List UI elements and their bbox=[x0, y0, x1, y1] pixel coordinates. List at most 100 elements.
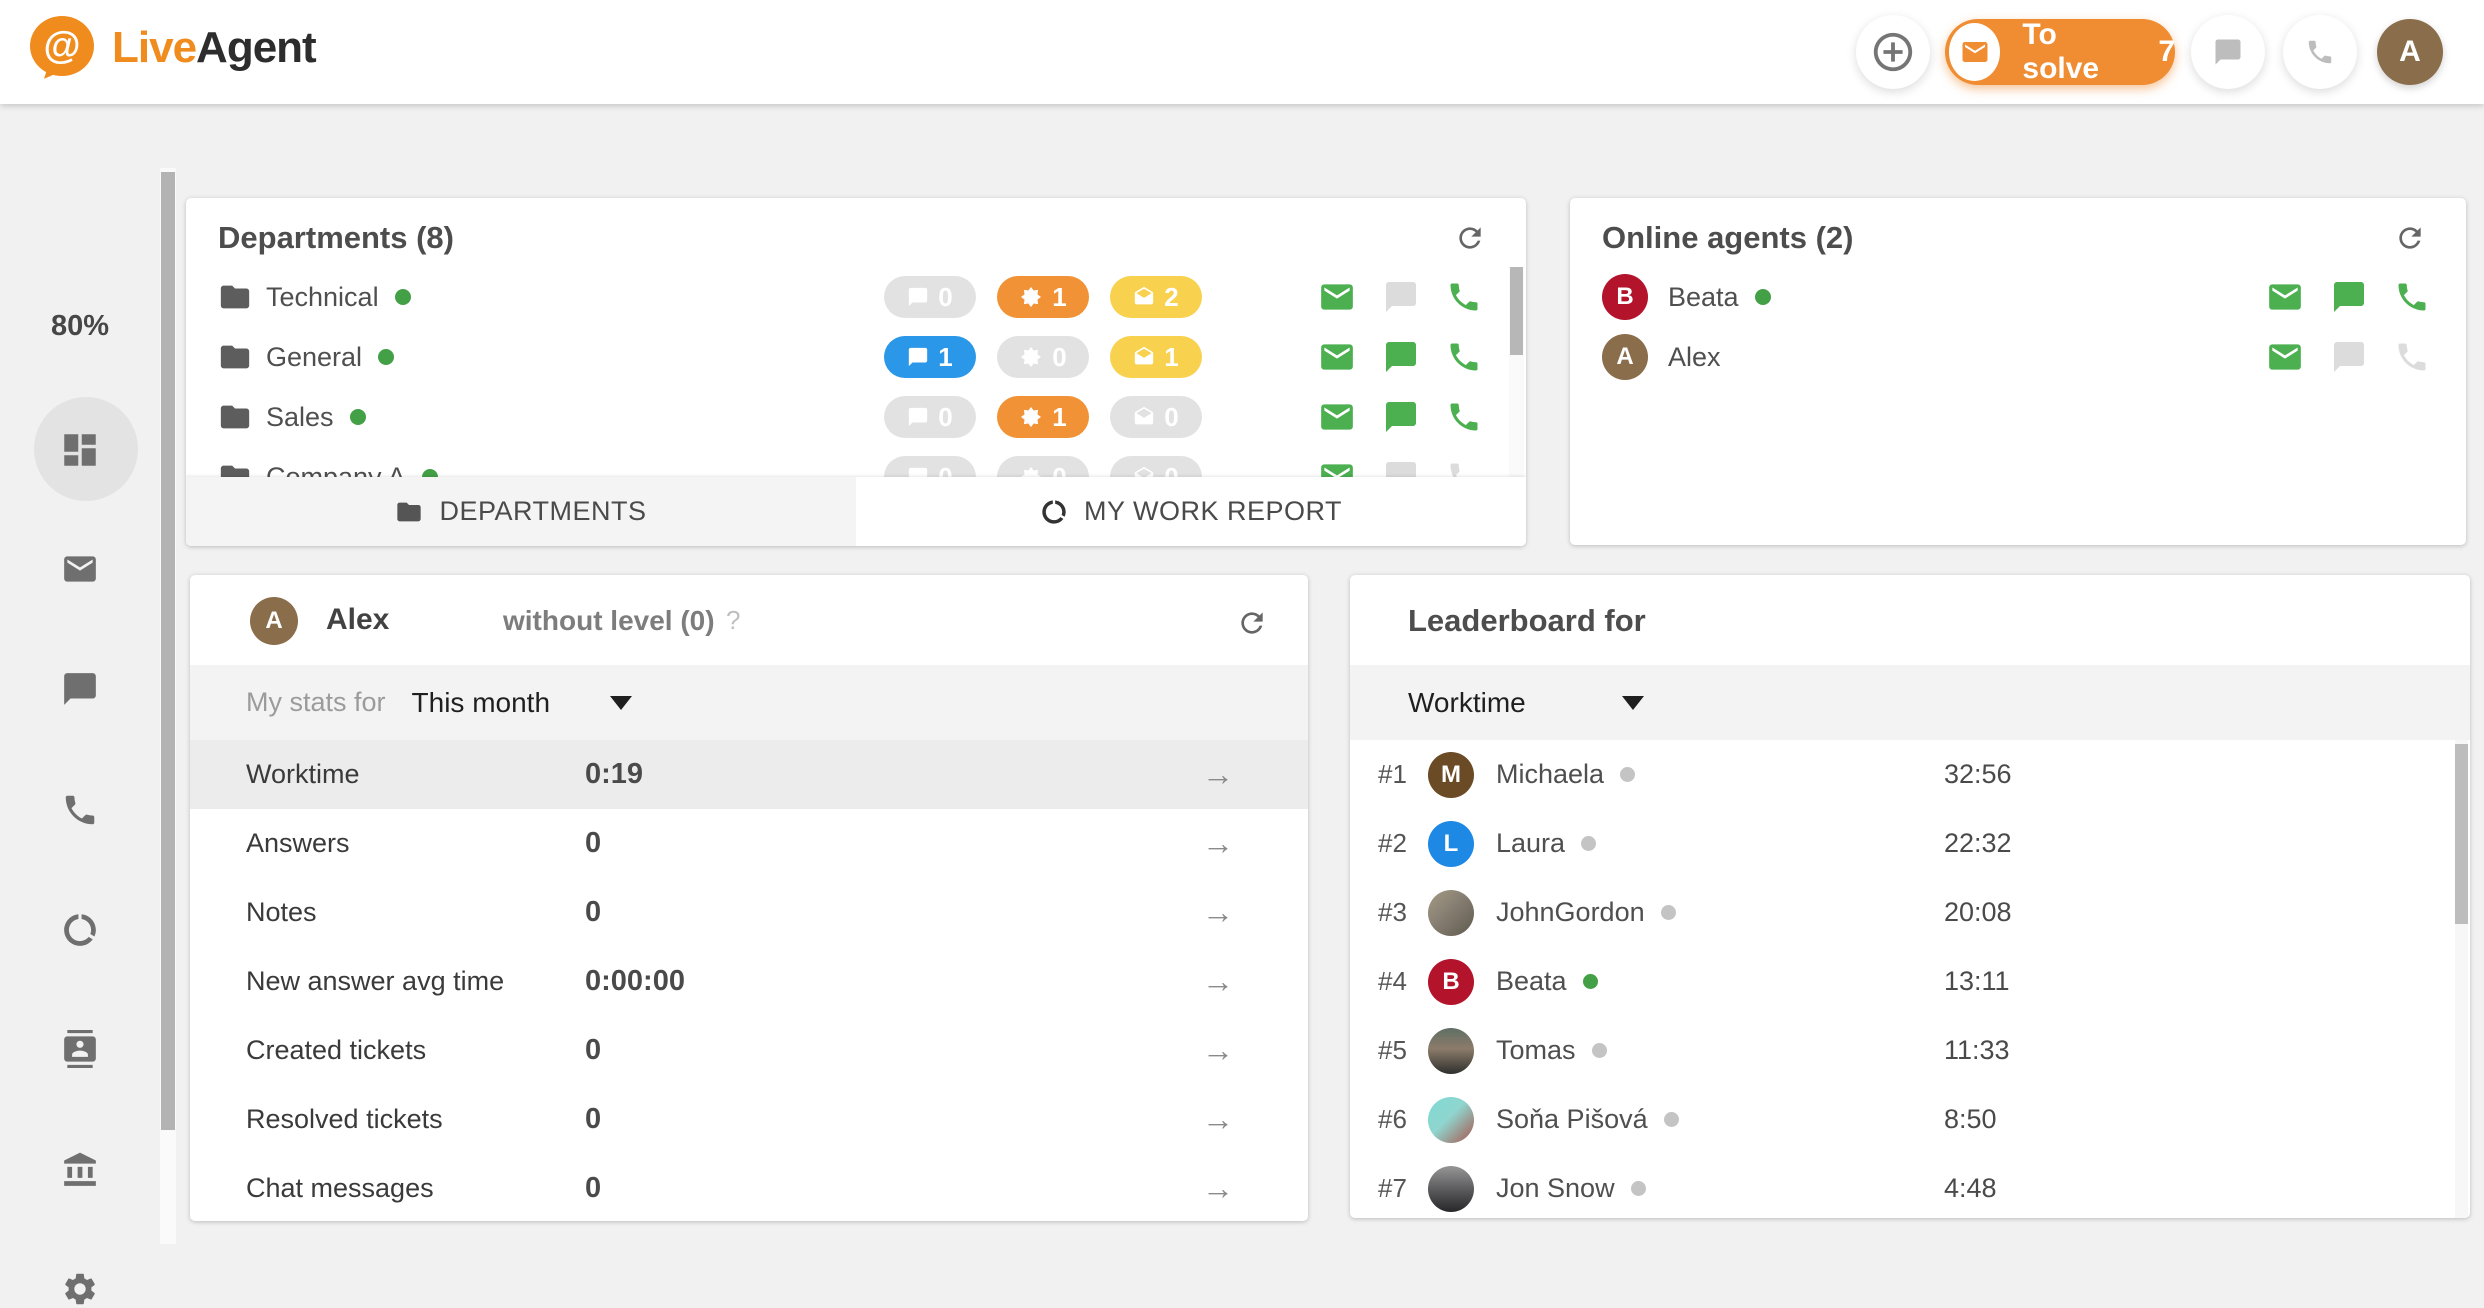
stat-value: 0 bbox=[585, 1172, 602, 1204]
agent-row[interactable]: B Beata bbox=[1570, 267, 2466, 327]
arrow-right-icon[interactable] bbox=[1202, 894, 1234, 931]
calls-button[interactable] bbox=[2283, 15, 2357, 89]
help-icon[interactable]: ? bbox=[726, 605, 741, 635]
arrow-right-icon[interactable] bbox=[1202, 1170, 1234, 1207]
new-tickets-badge[interactable]: 1 bbox=[997, 396, 1089, 438]
phone-action-icon[interactable] bbox=[1446, 459, 1482, 477]
page-scrollbar-thumb[interactable] bbox=[161, 172, 175, 1130]
arrow-right-icon[interactable] bbox=[1202, 1101, 1234, 1138]
sidebar-item-chats[interactable] bbox=[0, 670, 160, 708]
stat-row[interactable]: Answers 0 bbox=[190, 809, 1308, 878]
stat-row[interactable]: Chat messages 0 bbox=[190, 1154, 1308, 1221]
phone-action-icon[interactable] bbox=[2394, 339, 2430, 375]
liveagent-logo[interactable]: @ LiveAgent bbox=[30, 16, 317, 85]
phone-action-icon[interactable] bbox=[1446, 279, 1482, 315]
reports-icon bbox=[64, 914, 96, 946]
new-tickets-badge[interactable]: 0 bbox=[997, 456, 1089, 477]
chat-action-icon[interactable] bbox=[1383, 279, 1419, 315]
leaderboard-scrollbar[interactable] bbox=[2455, 740, 2468, 1218]
chats-button[interactable] bbox=[2191, 15, 2265, 89]
arrow-right-icon[interactable] bbox=[1202, 756, 1234, 793]
mail-action-icon[interactable] bbox=[1318, 278, 1356, 316]
refresh-button[interactable] bbox=[1236, 607, 1268, 639]
chat-action-icon[interactable] bbox=[1383, 339, 1419, 375]
new-ticket-burst-icon bbox=[1021, 287, 1042, 307]
chat-action-icon[interactable] bbox=[2331, 279, 2367, 315]
new-tickets-badge[interactable]: 0 bbox=[997, 336, 1089, 378]
page-scrollbar[interactable] bbox=[160, 168, 176, 1244]
new-tickets-badge[interactable]: 1 bbox=[997, 276, 1089, 318]
department-row[interactable]: Sales 0 1 0 bbox=[186, 387, 1526, 447]
folder-icon bbox=[397, 502, 422, 521]
refresh-button[interactable] bbox=[2394, 222, 2426, 254]
agent-avatar: A bbox=[250, 597, 298, 645]
sidebar-item-settings[interactable] bbox=[0, 1270, 160, 1308]
leaderboard-row[interactable]: #4 B Beata 13:11 bbox=[1350, 947, 2470, 1016]
my-stats-header: A Alex without level (0) ? bbox=[190, 575, 1308, 665]
phone-action-icon[interactable] bbox=[1446, 339, 1482, 375]
tab-departments[interactable]: DEPARTMENTS bbox=[186, 477, 856, 546]
open-tickets-badge[interactable]: 1 bbox=[1110, 336, 1202, 378]
tab-my-work-report[interactable]: MY WORK REPORT bbox=[856, 477, 1526, 546]
phone-action-icon[interactable] bbox=[1446, 399, 1482, 435]
stat-row[interactable]: Created tickets 0 bbox=[190, 1016, 1308, 1085]
mail-action-icon[interactable] bbox=[2266, 338, 2304, 376]
arrow-right-icon[interactable] bbox=[1202, 1032, 1234, 1069]
chat-action-icon[interactable] bbox=[1383, 459, 1419, 477]
leaderboard-list: #1 M Michaela 32:56 #2 L Laura 22:32 #3 … bbox=[1350, 740, 2470, 1218]
chats-count-badge[interactable]: 0 bbox=[884, 396, 976, 438]
sidebar-item-tickets[interactable] bbox=[0, 550, 160, 588]
stat-row[interactable]: Notes 0 bbox=[190, 878, 1308, 947]
chats-count-badge[interactable]: 1 bbox=[884, 336, 976, 378]
stats-list: Worktime 0:19 Answers 0 Notes 0 New answ… bbox=[190, 740, 1308, 1221]
open-tickets-badge[interactable]: 0 bbox=[1110, 456, 1202, 477]
sidebar-item-dashboard[interactable] bbox=[0, 429, 160, 471]
chats-count-badge[interactable]: 0 bbox=[884, 276, 976, 318]
departments-scrollbar[interactable] bbox=[1509, 267, 1524, 477]
leaderboard-row[interactable]: #7 Jon Snow 4:48 bbox=[1350, 1154, 2470, 1218]
department-row[interactable]: Technical 0 1 2 bbox=[186, 267, 1526, 327]
refresh-button[interactable] bbox=[1454, 222, 1486, 254]
chat-action-icon[interactable] bbox=[1383, 399, 1419, 435]
add-button[interactable] bbox=[1856, 15, 1930, 89]
leaderboard-row[interactable]: #1 M Michaela 32:56 bbox=[1350, 740, 2470, 809]
stat-row[interactable]: Worktime 0:19 bbox=[190, 740, 1308, 809]
department-row[interactable]: Company A 0 0 0 bbox=[186, 447, 1526, 477]
mail-action-icon[interactable] bbox=[2266, 278, 2304, 316]
department-row[interactable]: General 1 0 1 bbox=[186, 327, 1526, 387]
leaderboard-row[interactable]: #5 Tomas 11:33 bbox=[1350, 1016, 2470, 1085]
leaderboard-row[interactable]: #3 JohnGordon 20:08 bbox=[1350, 878, 2470, 947]
arrow-right-icon[interactable] bbox=[1202, 825, 1234, 862]
sidebar-item-calls[interactable] bbox=[0, 791, 160, 829]
new-ticket-burst-icon bbox=[1021, 407, 1042, 427]
chat-action-icon[interactable] bbox=[2331, 339, 2367, 375]
leaderboard-row[interactable]: #2 L Laura 22:32 bbox=[1350, 809, 2470, 878]
open-tickets-badge[interactable]: 0 bbox=[1110, 396, 1202, 438]
refresh-icon bbox=[1241, 612, 1263, 634]
stats-period-dropdown[interactable]: This month bbox=[412, 687, 633, 719]
status-dot bbox=[1620, 767, 1636, 782]
sidebar-item-reports[interactable] bbox=[0, 911, 160, 949]
departments-scrollbar-thumb[interactable] bbox=[1510, 267, 1523, 355]
user-avatar[interactable]: A bbox=[2377, 19, 2443, 85]
open-tickets-badge[interactable]: 2 bbox=[1110, 276, 1202, 318]
stat-row[interactable]: New answer avg time 0:00:00 bbox=[190, 947, 1308, 1016]
sidebar-item-contacts[interactable] bbox=[0, 1030, 160, 1068]
mail-action-icon[interactable] bbox=[1318, 398, 1356, 436]
leaderboard-metric-dropdown[interactable]: Worktime bbox=[1408, 687, 1644, 719]
top-header: @ LiveAgent To solve 7 A bbox=[0, 0, 2484, 104]
stat-row[interactable]: Resolved tickets 0 bbox=[190, 1085, 1308, 1154]
sidebar-item-billing[interactable] bbox=[0, 1151, 160, 1189]
agent-row[interactable]: A Alex bbox=[1570, 327, 2466, 387]
stats-filter-bar: My stats for This month bbox=[190, 665, 1308, 740]
leaderboard-row[interactable]: #6 Soňa Pišová 8:50 bbox=[1350, 1085, 2470, 1154]
mail-badge-circle bbox=[1949, 23, 2001, 81]
mail-action-icon[interactable] bbox=[1318, 338, 1356, 376]
phone-action-icon[interactable] bbox=[2394, 279, 2430, 315]
leaderboard-scrollbar-thumb[interactable] bbox=[2455, 744, 2468, 924]
to-solve-button[interactable]: To solve 7 bbox=[1945, 18, 2175, 85]
agent-avatar bbox=[1428, 1096, 1474, 1143]
arrow-right-icon[interactable] bbox=[1202, 963, 1234, 1000]
chats-count-badge[interactable]: 0 bbox=[884, 456, 976, 477]
mail-action-icon[interactable] bbox=[1318, 458, 1356, 477]
